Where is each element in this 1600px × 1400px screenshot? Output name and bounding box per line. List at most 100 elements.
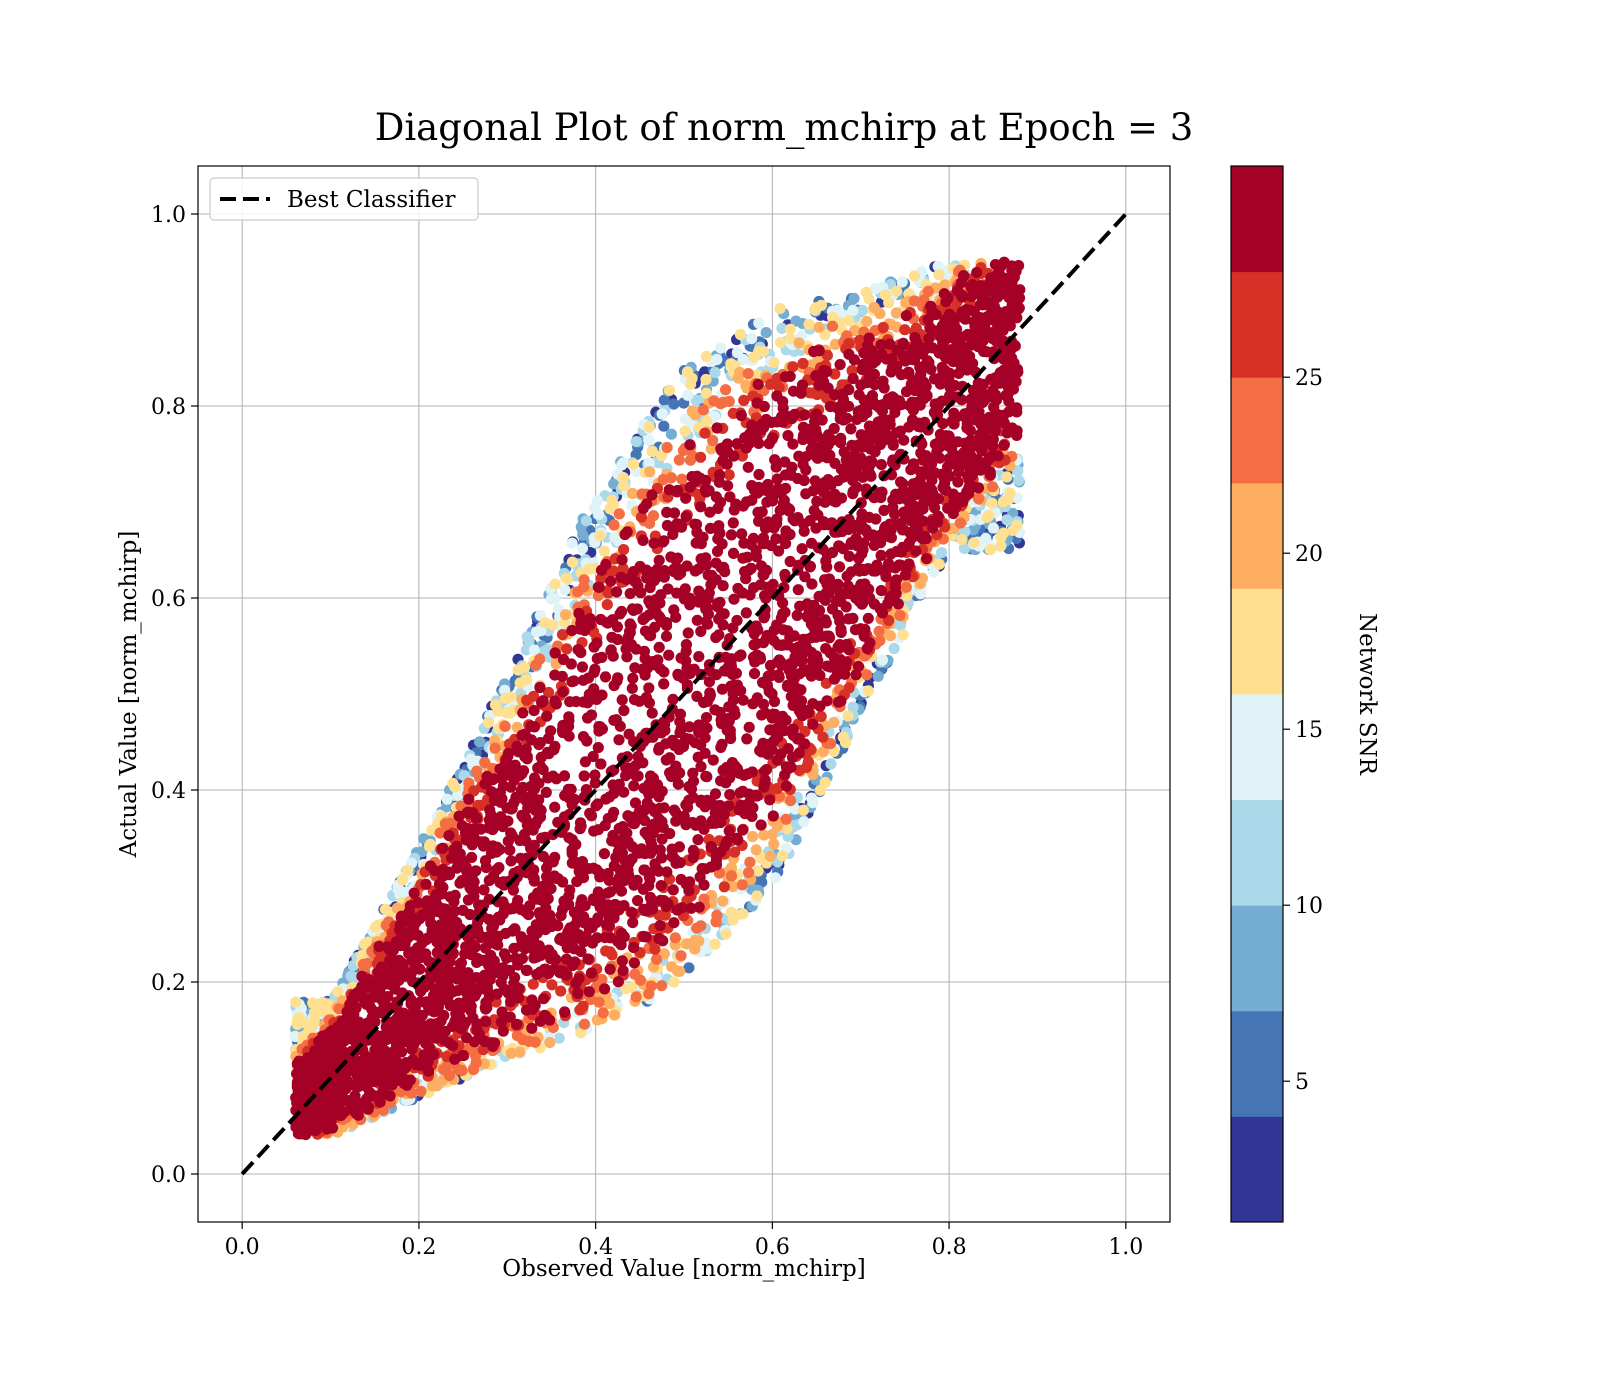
scatter-point xyxy=(700,770,712,782)
scatter-point xyxy=(984,544,997,556)
scatter-point xyxy=(526,1022,538,1034)
scatter-point xyxy=(322,1092,334,1104)
scatter-point xyxy=(967,524,979,536)
scatter-point xyxy=(441,793,453,805)
scatter-point xyxy=(687,767,699,779)
scatter-point xyxy=(900,581,912,593)
scatter-point xyxy=(627,917,639,929)
scatter-point xyxy=(695,625,707,638)
scatter-point xyxy=(308,1007,321,1019)
scatter-point xyxy=(633,695,646,707)
scatter-point xyxy=(481,1002,493,1014)
scatter-point xyxy=(508,977,520,990)
scatter-point xyxy=(1001,471,1013,483)
scatter-point xyxy=(533,777,545,789)
scatter-point xyxy=(673,454,685,466)
scatter-point xyxy=(756,418,768,430)
scatter-point xyxy=(578,770,590,782)
scatter-point xyxy=(989,325,1001,337)
scatter-point xyxy=(575,1027,587,1039)
scatter-point xyxy=(690,518,703,531)
scatter-point xyxy=(775,487,787,499)
scatter-point xyxy=(929,467,941,479)
scatter-point xyxy=(987,522,1000,534)
scatter-point xyxy=(878,504,890,516)
scatter-point xyxy=(737,694,749,706)
scatter-point xyxy=(797,433,809,446)
scatter-point xyxy=(639,826,651,839)
scatter-point xyxy=(414,952,427,964)
scatter-point xyxy=(594,530,606,542)
scatter-point xyxy=(517,707,529,719)
scatter-point xyxy=(847,373,859,385)
scatter-point xyxy=(546,979,558,991)
scatter-point xyxy=(896,276,908,288)
scatter-point xyxy=(558,811,571,823)
scatter-point xyxy=(700,616,712,628)
scatter-point xyxy=(575,820,587,832)
scatter-point xyxy=(899,324,911,336)
scatter-point xyxy=(847,304,859,316)
scatter-point xyxy=(715,342,727,354)
scatter-point xyxy=(434,919,446,931)
scatter-point xyxy=(876,405,889,417)
scatter-point xyxy=(772,639,785,651)
scatter-point xyxy=(623,728,635,740)
scatter-point xyxy=(400,1057,412,1069)
scatter-point xyxy=(731,347,744,359)
scatter-point xyxy=(691,614,703,626)
scatter-point xyxy=(847,701,859,713)
scatter-point xyxy=(787,361,799,373)
scatter-point xyxy=(951,285,964,297)
scatter-point xyxy=(650,594,662,606)
scatter-point xyxy=(526,1003,539,1015)
scatter-point xyxy=(638,864,650,876)
scatter-point xyxy=(641,498,653,510)
scatter-point xyxy=(900,310,913,322)
scatter-point xyxy=(569,956,581,968)
scatter-point xyxy=(497,1025,509,1037)
scatter-point xyxy=(532,762,544,774)
scatter-point xyxy=(540,903,552,915)
scatter-point xyxy=(674,727,686,739)
scatter-point xyxy=(704,687,716,699)
scatter-point xyxy=(800,464,812,476)
scatter-point xyxy=(774,504,786,517)
scatter-point xyxy=(868,492,880,504)
scatter-point xyxy=(408,887,420,899)
scatter-point xyxy=(482,716,494,729)
scatter-point xyxy=(632,770,644,782)
scatter-point xyxy=(820,617,832,629)
scatter-point xyxy=(689,409,701,421)
scatter-point xyxy=(764,850,777,862)
scatter-point xyxy=(825,479,837,491)
scatter-point xyxy=(630,991,642,1003)
scatter-point xyxy=(593,581,605,593)
scatter-point xyxy=(637,613,649,626)
scatter-point xyxy=(771,782,783,795)
scatter-point xyxy=(764,794,776,806)
scatter-point xyxy=(656,980,668,992)
scatter-point xyxy=(587,862,600,874)
scatter-point xyxy=(626,907,639,919)
scatter-point xyxy=(890,307,903,319)
scatter-point xyxy=(889,562,901,574)
scatter-point xyxy=(694,871,706,883)
scatter-point xyxy=(290,1121,302,1133)
scatter-point xyxy=(643,457,655,469)
scatter-point xyxy=(460,861,472,873)
scatter-point xyxy=(665,472,677,484)
scatter-point xyxy=(847,522,860,534)
scatter-point xyxy=(1004,487,1016,499)
scatter-point xyxy=(681,560,693,572)
scatter-point xyxy=(689,943,701,955)
scatter-point xyxy=(679,425,691,437)
scatter-point xyxy=(817,731,829,743)
scatter-point xyxy=(554,967,566,979)
scatter-point xyxy=(729,846,741,858)
scatter-point xyxy=(511,1030,523,1042)
scatter-point xyxy=(650,953,663,966)
scatter-point xyxy=(921,553,933,565)
scatter-point xyxy=(405,994,417,1006)
scatter-point xyxy=(508,774,520,786)
